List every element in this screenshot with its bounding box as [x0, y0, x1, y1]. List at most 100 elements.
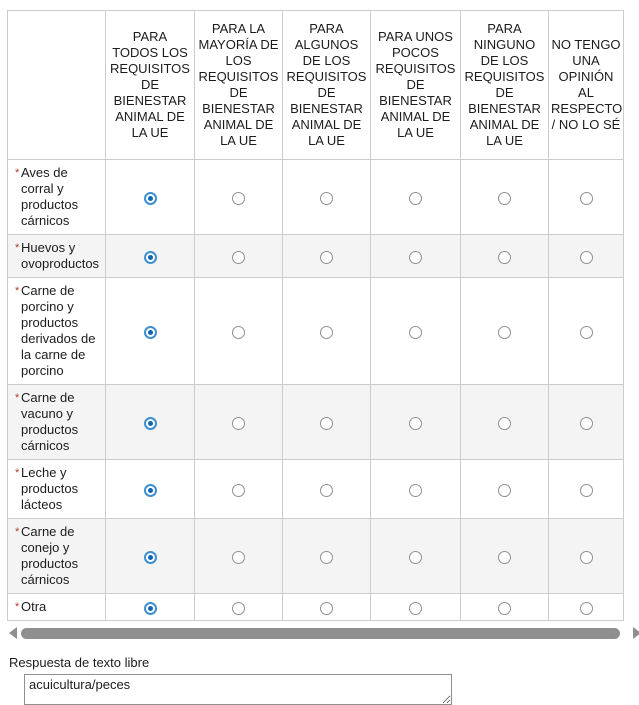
radio-unselected[interactable]: [232, 250, 245, 264]
radio-unselected[interactable]: [232, 416, 245, 430]
radio-unselected[interactable]: [232, 191, 245, 205]
radio-unselected[interactable]: [320, 601, 333, 615]
radio-cell[interactable]: [548, 593, 624, 621]
radio-unselected[interactable]: [320, 550, 333, 564]
radio-unselected[interactable]: [409, 601, 422, 615]
radio-cell[interactable]: [370, 518, 461, 594]
radio-cell[interactable]: [370, 234, 461, 278]
required-marker: *: [15, 285, 20, 297]
radio-unselected[interactable]: [409, 250, 422, 264]
row-label-cell: * Carne de porcino y productos derivados …: [7, 277, 106, 385]
radio-cell[interactable]: [105, 234, 195, 278]
radio-unselected[interactable]: [579, 416, 593, 430]
radio-unselected[interactable]: [409, 325, 422, 339]
radio-unselected[interactable]: [320, 416, 333, 430]
radio-selected[interactable]: [143, 191, 157, 205]
required-marker: *: [15, 392, 20, 404]
scroll-left-arrow-icon[interactable]: [9, 627, 17, 639]
radio-cell[interactable]: [370, 159, 461, 235]
radio-cell[interactable]: [105, 518, 195, 594]
radio-selected[interactable]: [143, 416, 157, 430]
radio-cell[interactable]: [460, 159, 549, 235]
radio-cell[interactable]: [282, 518, 371, 594]
radio-cell[interactable]: [282, 593, 371, 621]
radio-cell[interactable]: [282, 384, 371, 460]
row-label: Leche y productos lácteos: [21, 465, 79, 512]
radio-cell[interactable]: [548, 518, 624, 594]
radio-cell[interactable]: [282, 277, 371, 385]
radio-cell[interactable]: [194, 384, 283, 460]
radio-unselected[interactable]: [320, 191, 333, 205]
row-label-cell: * Huevos y ovoproductos: [7, 234, 106, 278]
radio-unselected[interactable]: [409, 416, 422, 430]
radio-selected[interactable]: [143, 250, 157, 264]
scrollbar-track[interactable]: [21, 627, 629, 639]
radio-unselected[interactable]: [320, 250, 333, 264]
radio-cell[interactable]: [194, 159, 283, 235]
radio-unselected[interactable]: [409, 191, 422, 205]
radio-selected[interactable]: [143, 483, 157, 497]
radio-cell[interactable]: [460, 234, 549, 278]
radio-cell[interactable]: [460, 459, 549, 519]
radio-cell[interactable]: [105, 384, 195, 460]
radio-cell[interactable]: [194, 593, 283, 621]
radio-cell[interactable]: [460, 384, 549, 460]
radio-unselected[interactable]: [579, 601, 593, 615]
radio-unselected[interactable]: [498, 416, 511, 430]
radio-cell[interactable]: [282, 159, 371, 235]
radio-cell[interactable]: [460, 277, 549, 385]
radio-unselected[interactable]: [232, 483, 245, 497]
radio-unselected[interactable]: [498, 601, 511, 615]
radio-cell[interactable]: [548, 277, 624, 385]
radio-cell[interactable]: [105, 277, 195, 385]
radio-cell[interactable]: [370, 459, 461, 519]
radio-selected[interactable]: [143, 550, 157, 564]
radio-unselected[interactable]: [498, 191, 511, 205]
row-label: Carne de porcino y productos derivados d…: [21, 283, 96, 378]
radio-unselected[interactable]: [232, 601, 245, 615]
radio-cell[interactable]: [548, 159, 624, 235]
radio-unselected[interactable]: [320, 483, 333, 497]
radio-cell[interactable]: [548, 384, 624, 460]
scrollbar-thumb[interactable]: [21, 627, 620, 639]
radio-unselected[interactable]: [409, 550, 422, 564]
radio-cell[interactable]: [194, 277, 283, 385]
radio-cell[interactable]: [282, 459, 371, 519]
radio-cell[interactable]: [282, 234, 371, 278]
radio-cell[interactable]: [105, 593, 195, 621]
radio-unselected[interactable]: [579, 550, 593, 564]
radio-unselected[interactable]: [498, 250, 511, 264]
radio-cell[interactable]: [548, 234, 624, 278]
radio-unselected[interactable]: [232, 325, 245, 339]
radio-selected[interactable]: [143, 601, 157, 615]
radio-cell[interactable]: [105, 459, 195, 519]
radio-unselected[interactable]: [579, 250, 593, 264]
radio-cell[interactable]: [370, 277, 461, 385]
free-text-input[interactable]: acuicultura/peces: [24, 674, 452, 705]
matrix-row: * Leche y productos lácteos: [7, 459, 624, 519]
radio-unselected[interactable]: [498, 483, 511, 497]
horizontal-scrollbar[interactable]: [9, 626, 639, 640]
radio-unselected[interactable]: [498, 550, 511, 564]
radio-cell[interactable]: [370, 593, 461, 621]
radio-unselected[interactable]: [232, 550, 245, 564]
radio-unselected[interactable]: [579, 483, 593, 497]
radio-cell[interactable]: [105, 159, 195, 235]
radio-cell[interactable]: [460, 518, 549, 594]
radio-cell[interactable]: [194, 234, 283, 278]
matrix-row: * Carne de porcino y productos derivados …: [7, 277, 624, 385]
row-label-cell: * Leche y productos lácteos: [7, 459, 106, 519]
scroll-right-arrow-icon[interactable]: [633, 627, 639, 639]
radio-selected[interactable]: [143, 325, 157, 339]
radio-unselected[interactable]: [409, 483, 422, 497]
radio-cell[interactable]: [194, 459, 283, 519]
radio-unselected[interactable]: [579, 325, 593, 339]
radio-cell[interactable]: [460, 593, 549, 621]
radio-cell[interactable]: [194, 518, 283, 594]
radio-cell[interactable]: [548, 459, 624, 519]
radio-unselected[interactable]: [579, 191, 593, 205]
radio-unselected[interactable]: [320, 325, 333, 339]
radio-unselected[interactable]: [498, 325, 511, 339]
radio-cell[interactable]: [370, 384, 461, 460]
